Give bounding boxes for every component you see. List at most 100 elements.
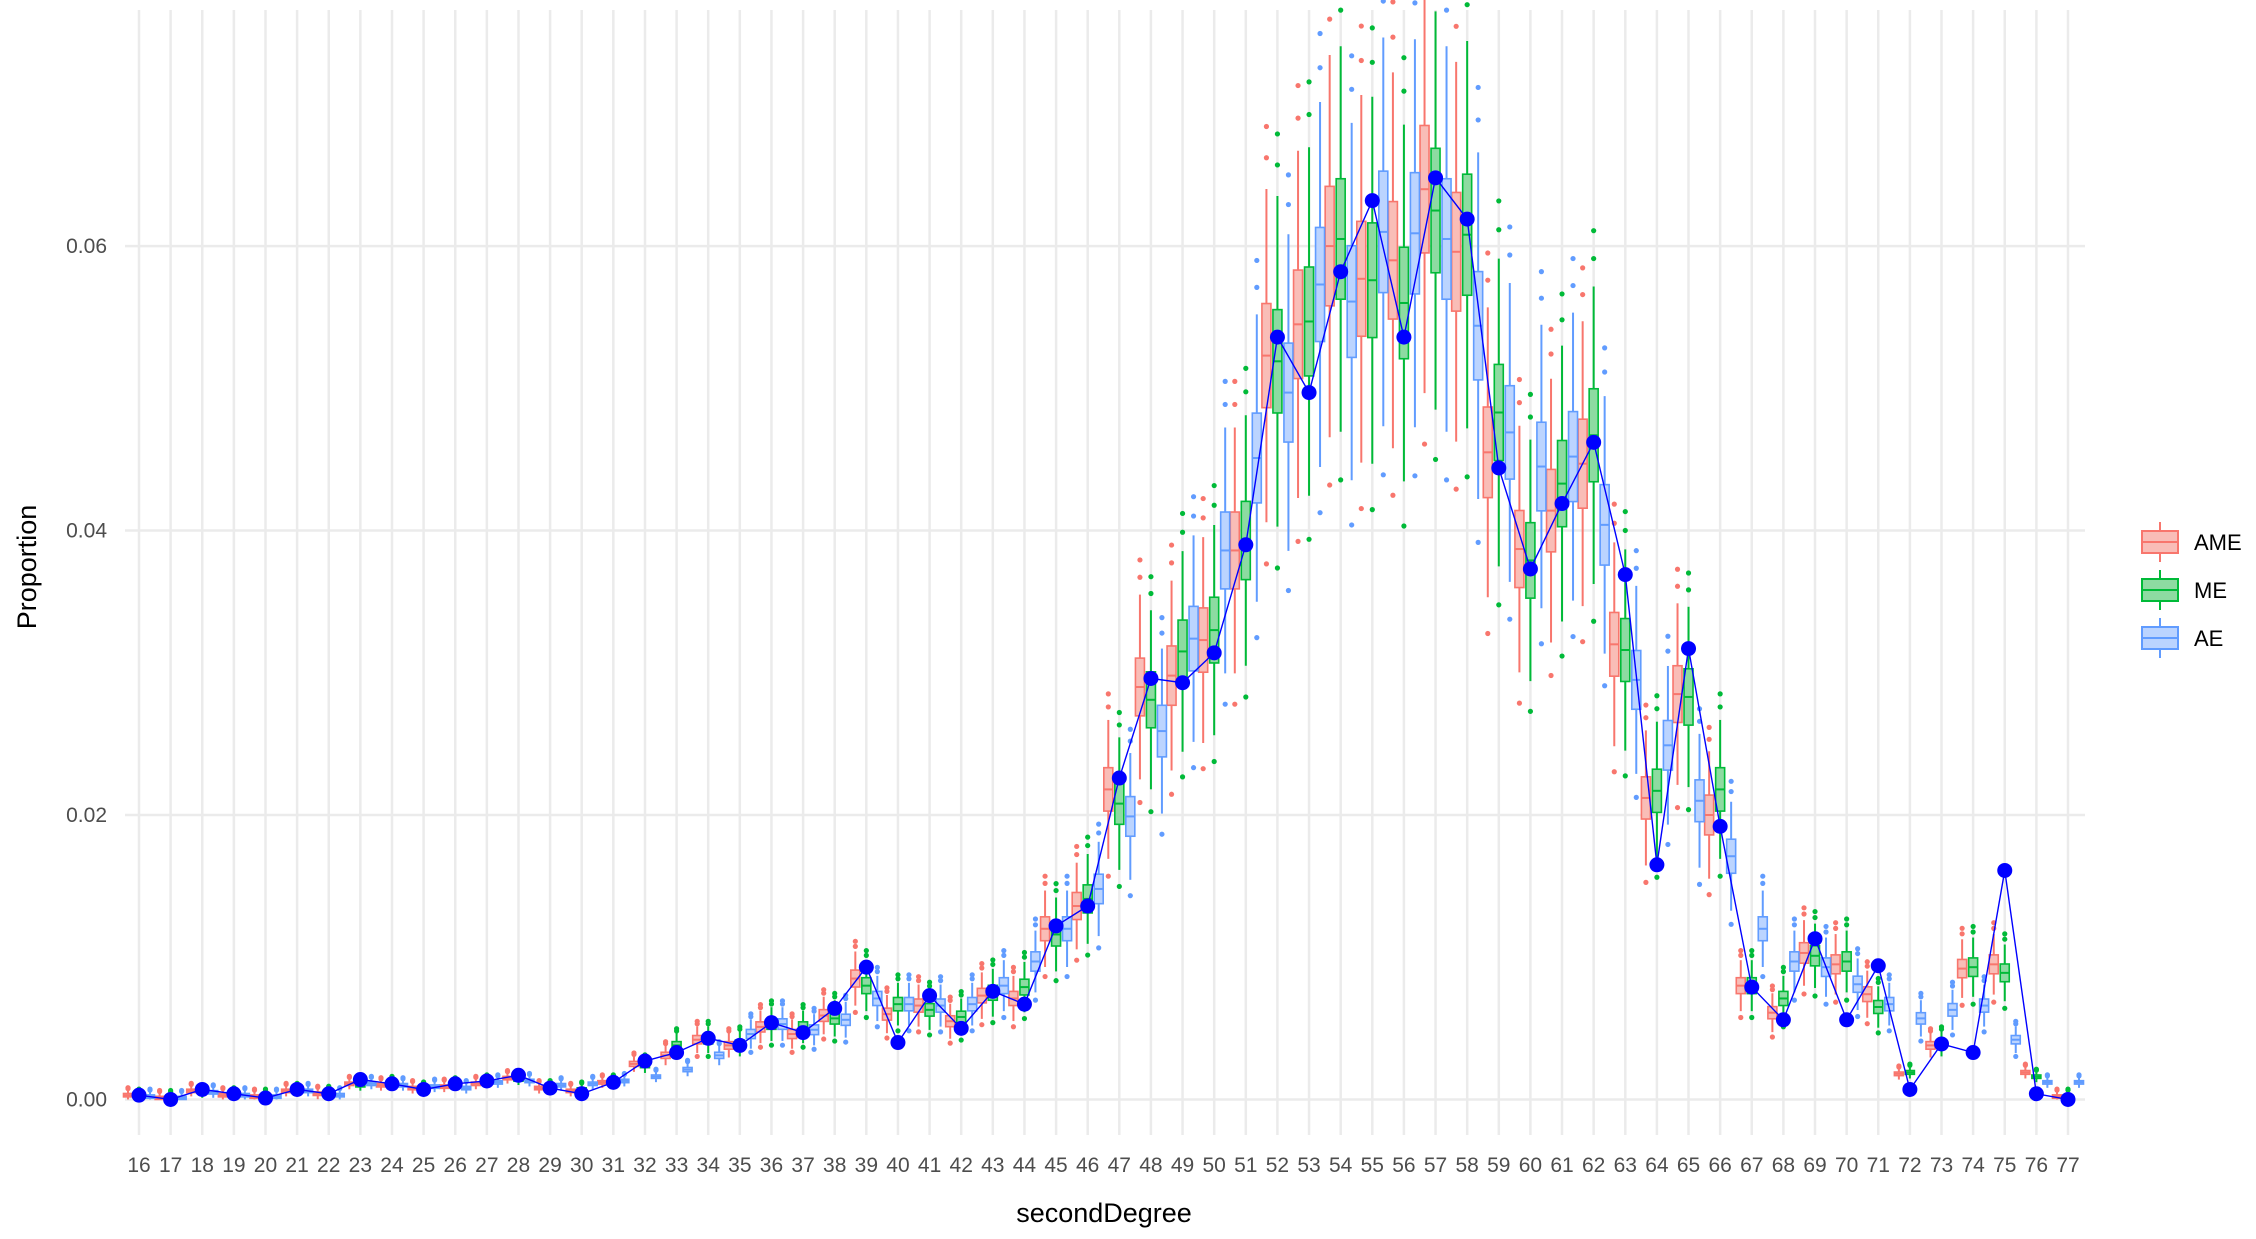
- outlier-point: [1042, 880, 1048, 886]
- outlier-point: [1791, 922, 1797, 928]
- outlier-point: [1665, 648, 1671, 654]
- x-tick-label: 55: [1361, 1154, 1384, 1177]
- overlay-point: [1175, 675, 1191, 691]
- x-tick-label: 61: [1550, 1154, 1573, 1177]
- legend-label: ME: [2194, 578, 2227, 603]
- overlay-point: [1111, 770, 1127, 786]
- outlier-point: [947, 1040, 953, 1046]
- outlier-point: [748, 1011, 754, 1017]
- overlay-point: [1965, 1045, 1981, 1061]
- outlier-point: [1116, 883, 1122, 890]
- outlier-point: [1401, 55, 1407, 61]
- x-tick-label: 16: [127, 1154, 150, 1177]
- outlier-point: [1570, 633, 1576, 640]
- outlier-point: [1085, 834, 1091, 840]
- outlier-point: [504, 1068, 511, 1074]
- outlier-point: [1053, 887, 1059, 894]
- outlier-point: [1875, 1030, 1881, 1036]
- outlier-point: [1390, 0, 1396, 5]
- outlier-point: [125, 1085, 131, 1091]
- outlier-point: [947, 994, 953, 1000]
- outlier-point: [1970, 1001, 1976, 1007]
- outlier-point: [526, 1070, 533, 1077]
- outlier-point: [1485, 277, 1491, 283]
- outlier-point: [874, 1024, 880, 1030]
- outlier-point: [1875, 975, 1881, 982]
- outlier-point: [1179, 529, 1186, 535]
- outlier-point: [473, 1073, 479, 1079]
- outlier-point: [990, 961, 996, 968]
- outlier-point: [1380, 472, 1386, 478]
- outlier-point: [1591, 228, 1597, 234]
- outlier-point: [1001, 1014, 1007, 1021]
- outlier-point: [1760, 973, 1766, 980]
- outlier-point: [1232, 701, 1238, 707]
- x-tick-label: 25: [412, 1154, 435, 1177]
- overlay-point: [289, 1081, 305, 1097]
- outlier-point: [1602, 683, 1608, 689]
- outlier-point: [1159, 630, 1165, 636]
- outlier-point: [1254, 257, 1260, 264]
- overlay-point: [1459, 211, 1475, 227]
- outlier-point: [1538, 641, 1545, 647]
- outlier-point: [1927, 1026, 1934, 1032]
- outlier-point: [179, 1087, 185, 1094]
- legend-item-me: ME: [2141, 570, 2227, 610]
- outlier-point: [1760, 880, 1766, 886]
- outlier-point: [1516, 400, 1523, 406]
- x-tick-label: 28: [507, 1154, 530, 1177]
- overlay-point: [194, 1081, 210, 1097]
- outlier-point: [1864, 963, 1870, 969]
- x-tick-label: 33: [665, 1154, 688, 1177]
- overlay-point: [700, 1030, 716, 1046]
- outlier-point: [906, 976, 912, 982]
- outlier-point: [1064, 873, 1070, 879]
- outlier-point: [1306, 111, 1312, 118]
- outlier-point: [242, 1085, 248, 1091]
- outlier-point: [906, 972, 912, 978]
- outlier-point: [1654, 693, 1660, 699]
- outlier-point: [1780, 969, 1786, 975]
- outlier-point: [147, 1086, 153, 1092]
- x-tick-label: 52: [1266, 1154, 1289, 1177]
- overlay-point: [1997, 862, 2013, 878]
- outlier-point: [1127, 726, 1133, 732]
- x-tick-label: 18: [191, 1154, 214, 1177]
- outlier-point: [1516, 376, 1523, 383]
- outlier-point: [789, 1011, 795, 1017]
- outlier-point: [926, 979, 933, 985]
- outlier-point: [863, 1014, 869, 1021]
- outlier-point: [1780, 964, 1786, 970]
- outlier-point: [1717, 691, 1723, 697]
- outlier-point: [863, 952, 869, 958]
- x-tick-label: 27: [475, 1154, 498, 1177]
- outlier-point: [969, 1028, 975, 1034]
- x-tick-label: 46: [1076, 1154, 1099, 1177]
- x-tick-label: 40: [886, 1154, 909, 1177]
- outlier-point: [631, 1050, 637, 1056]
- outlier-point: [1496, 198, 1502, 204]
- outlier-point: [694, 1018, 700, 1024]
- outlier-point: [843, 1039, 849, 1045]
- outlier-point: [852, 1009, 858, 1016]
- x-tick-label: 62: [1582, 1154, 1605, 1177]
- outlier-point: [1622, 508, 1628, 515]
- outlier-point: [568, 1080, 574, 1087]
- outlier-point: [1570, 282, 1576, 289]
- outlier-point: [1053, 978, 1059, 984]
- outlier-point: [1369, 59, 1375, 65]
- outlier-point: [1295, 115, 1301, 121]
- overlay-point: [1712, 818, 1728, 834]
- overlay-point: [827, 1000, 843, 1016]
- x-tick-label: 63: [1614, 1154, 1637, 1177]
- outlier-point: [1633, 565, 1639, 571]
- overlay-point: [1428, 170, 1444, 186]
- outlier-point: [1105, 691, 1111, 697]
- outlier-point: [726, 1026, 732, 1032]
- outlier-point: [1243, 365, 1249, 371]
- x-tick-label: 70: [1835, 1154, 1858, 1177]
- outlier-point: [1760, 873, 1766, 879]
- outlier-point: [811, 1005, 817, 1011]
- outlier-point: [884, 985, 890, 991]
- outlier-point: [1970, 923, 1976, 930]
